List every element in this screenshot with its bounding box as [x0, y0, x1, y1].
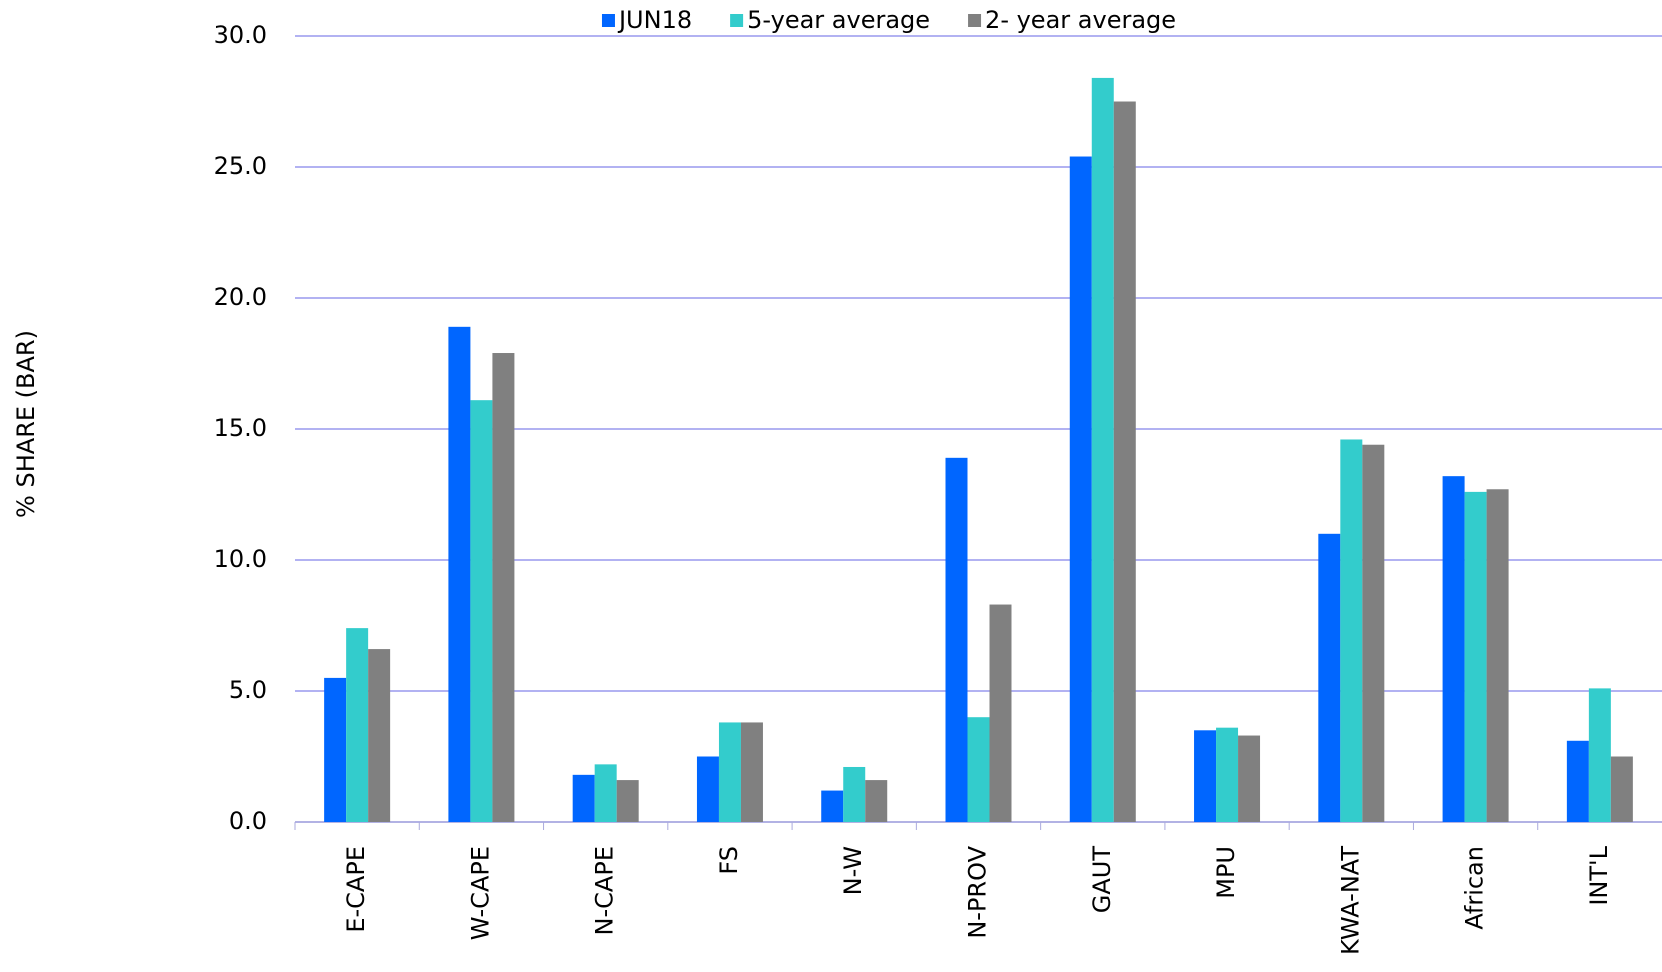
x-tick-label: GAUT: [1088, 846, 1116, 914]
y-axis-title: % SHARE (BAR): [12, 330, 40, 518]
bar: [1566, 740, 1589, 822]
legend-label: 5-year average: [747, 6, 930, 34]
bar: [1362, 444, 1385, 822]
bar: [1318, 533, 1341, 822]
y-tick-label: 5.0: [229, 676, 267, 704]
bar: [1610, 756, 1633, 822]
legend-swatch: [968, 14, 982, 27]
bar: [1216, 727, 1239, 822]
bar: [470, 400, 493, 822]
bar: [1464, 491, 1487, 822]
bar: [989, 604, 1012, 822]
y-tick-label: 20.0: [214, 283, 267, 311]
x-tick-label: N-PROV: [964, 845, 992, 938]
x-tick-label: E-CAPE: [342, 846, 370, 933]
bar: [718, 722, 741, 822]
bar: [1442, 476, 1465, 822]
x-tick-label: W-CAPE: [466, 846, 494, 940]
bar: [740, 722, 763, 822]
bar: [1091, 77, 1114, 823]
bar: [1194, 730, 1217, 822]
bar: [865, 780, 888, 822]
bar: [1588, 688, 1611, 822]
bar: [945, 457, 968, 822]
bar: [346, 628, 369, 822]
x-tick-label: MPU: [1212, 846, 1240, 899]
bar: [696, 756, 719, 822]
x-tick-label: FS: [715, 846, 743, 875]
bar: [843, 766, 866, 822]
bar: [324, 677, 347, 822]
bar: [1113, 101, 1136, 822]
legend-swatch: [601, 14, 615, 27]
legend-label: JUN18: [617, 6, 692, 34]
y-tick-label: 15.0: [214, 414, 267, 442]
bar: [616, 780, 639, 822]
bar: [492, 353, 515, 822]
bar: [1340, 439, 1363, 822]
y-tick-label: 0.0: [229, 807, 267, 835]
bar: [967, 717, 990, 822]
legend-swatch: [730, 14, 744, 27]
y-tick-label: 10.0: [214, 545, 267, 573]
x-tick-label: N-W: [839, 846, 867, 895]
bar: [1238, 735, 1261, 822]
x-tick-label: African: [1461, 846, 1489, 930]
legend-label: 2- year average: [985, 6, 1176, 34]
bar: [448, 326, 471, 822]
bar: [594, 764, 617, 822]
y-tick-label: 30.0: [214, 21, 267, 49]
bar: [1069, 156, 1092, 822]
x-tick-label: N-CAPE: [591, 846, 619, 935]
x-tick-label: KWA-NAT: [1336, 846, 1364, 955]
x-tick-label: INT'L: [1585, 845, 1613, 905]
bar: [1486, 489, 1509, 822]
bar: [821, 790, 844, 822]
bar: [572, 774, 595, 822]
y-tick-label: 25.0: [214, 152, 267, 180]
bar: [368, 649, 391, 822]
